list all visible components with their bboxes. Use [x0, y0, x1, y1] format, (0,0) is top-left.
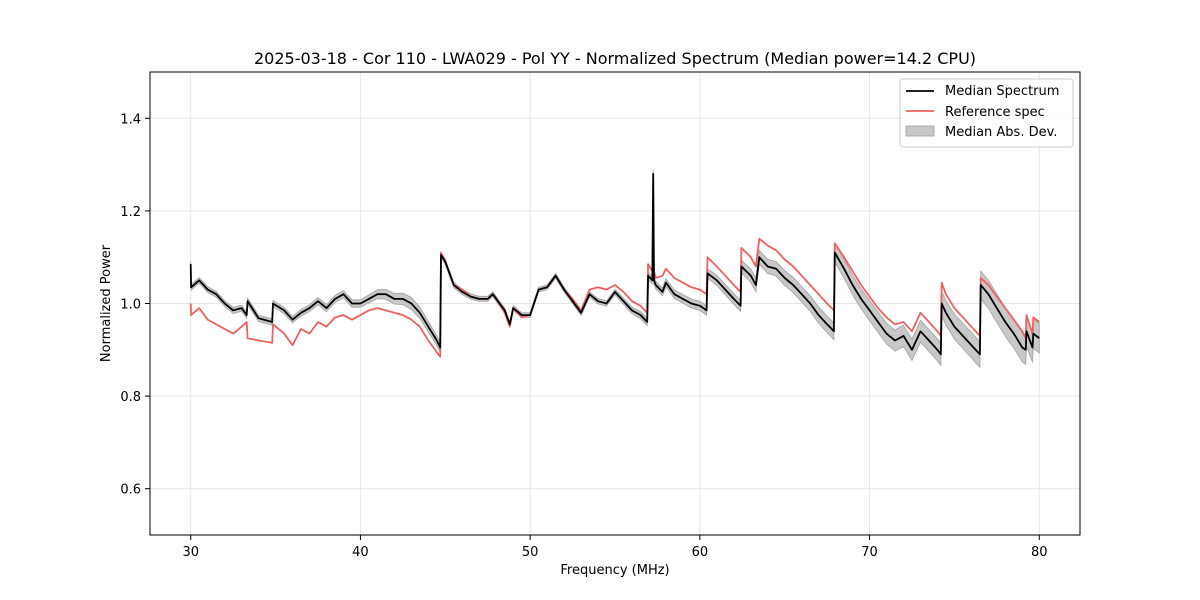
- legend: Median Spectrum Reference spec Median Ab…: [899, 78, 1074, 148]
- y-axis-label: Normalized Power: [99, 244, 114, 362]
- y-tick-label: 1.2: [120, 205, 141, 220]
- plot-area: [189, 170, 1040, 369]
- x-tick-label: 30: [182, 545, 199, 560]
- x-tick-label: 50: [522, 545, 539, 560]
- x-tick-label: 40: [352, 545, 369, 560]
- y-tick-label: 1.0: [120, 298, 141, 313]
- x-axis-label: Frequency (MHz): [560, 563, 669, 578]
- legend-reference-label: Reference spec: [945, 105, 1045, 120]
- chart-title: 2025-03-18 - Cor 110 - LWA029 - Pol YY -…: [254, 49, 976, 68]
- x-tick-label: 60: [692, 545, 709, 560]
- x-axis-ticks: 30 40 50 60 70 80: [182, 535, 1048, 560]
- legend-box: [899, 78, 1074, 148]
- y-tick-label: 0.6: [120, 483, 141, 498]
- y-tick-label: 0.8: [120, 390, 141, 405]
- legend-mad-label: Median Abs. Dev.: [945, 125, 1057, 140]
- median-spectrum-line: [189, 173, 1040, 356]
- x-tick-label: 70: [861, 545, 878, 560]
- y-tick-label: 1.4: [120, 112, 141, 127]
- legend-median-label: Median Spectrum: [945, 84, 1059, 99]
- x-tick-label: 80: [1031, 545, 1048, 560]
- y-axis-ticks: 0.6 0.8 1.0 1.2 1.4: [120, 112, 150, 498]
- mad-band: [190, 170, 1040, 369]
- legend-mad-swatch: [905, 125, 935, 137]
